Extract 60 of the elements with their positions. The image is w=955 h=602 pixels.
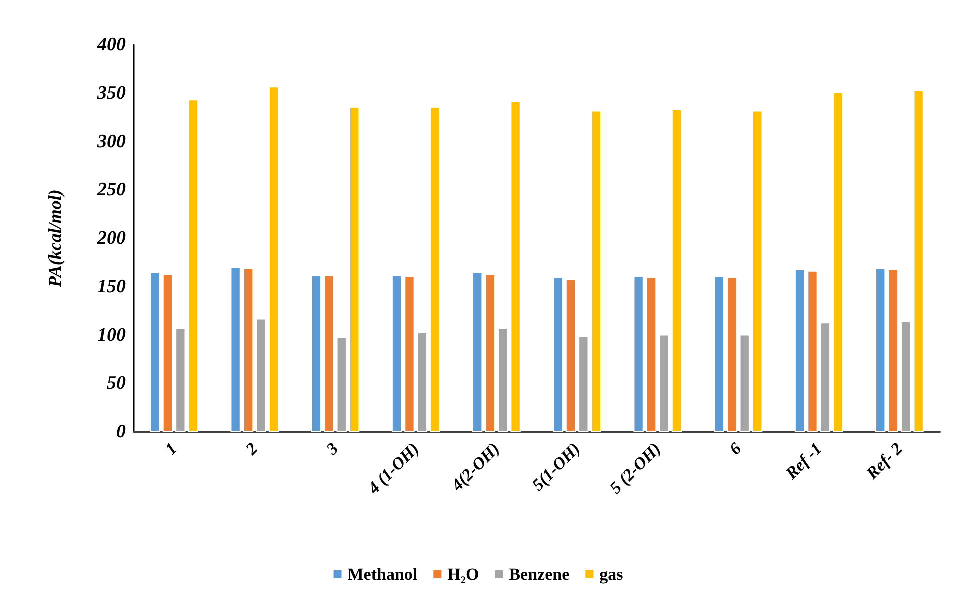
x-tick-label: Ref- 2 [862, 438, 907, 484]
bar [659, 334, 670, 432]
bar [914, 90, 924, 432]
bar [311, 275, 322, 432]
bar [752, 110, 763, 432]
bar [268, 86, 280, 432]
y-tick-label: 0 [116, 422, 126, 442]
bar [324, 275, 334, 432]
bar [485, 274, 496, 432]
x-tick-label: 6 [726, 438, 746, 459]
bar [888, 269, 898, 432]
bar [188, 100, 198, 432]
bar [833, 92, 844, 432]
x-tick-label: Ref -1 [781, 439, 826, 484]
bar [510, 101, 521, 432]
bar [794, 269, 806, 432]
bar [430, 106, 440, 432]
x-tick-label: 2 [241, 438, 262, 460]
bar [150, 272, 160, 432]
x-tick-label: 3 [322, 438, 343, 460]
y-tick-label: 300 [96, 131, 126, 152]
bar [820, 322, 831, 432]
bar [176, 328, 186, 432]
bar [646, 277, 657, 432]
y-tick-label: 400 [96, 34, 126, 56]
y-axis-title: PA(kcal/mol) [45, 190, 65, 288]
x-tick-label: 1 [162, 439, 182, 459]
bar [162, 274, 174, 432]
y-tick-label: 200 [96, 228, 126, 249]
bar [336, 337, 347, 432]
y-tick-label: 250 [96, 180, 126, 201]
bar [566, 279, 576, 432]
bar [404, 276, 415, 432]
bar [417, 332, 428, 432]
bar [230, 267, 241, 432]
bar [900, 321, 912, 432]
bar [740, 334, 750, 432]
y-tick-label: 150 [98, 276, 126, 298]
bar [243, 268, 254, 432]
bar [672, 109, 682, 432]
bar [634, 276, 644, 432]
y-tick-label: 350 [96, 82, 126, 104]
legend-label: H₂O [448, 565, 480, 584]
bar [350, 106, 360, 432]
bar [472, 272, 483, 432]
bar [553, 277, 564, 432]
bar [714, 276, 724, 432]
bar [591, 110, 602, 432]
bar [392, 275, 402, 432]
bar [876, 268, 886, 432]
bar [498, 328, 508, 432]
legend-label: gas [600, 565, 624, 584]
y-tick-label: 50 [107, 373, 126, 394]
legend-label: Benzene [509, 565, 570, 584]
bar [256, 318, 266, 432]
bar [727, 277, 738, 432]
legend-label: Methanol [348, 565, 418, 584]
bar [808, 270, 818, 432]
bar [578, 336, 589, 432]
y-tick-label: 100 [98, 324, 126, 346]
